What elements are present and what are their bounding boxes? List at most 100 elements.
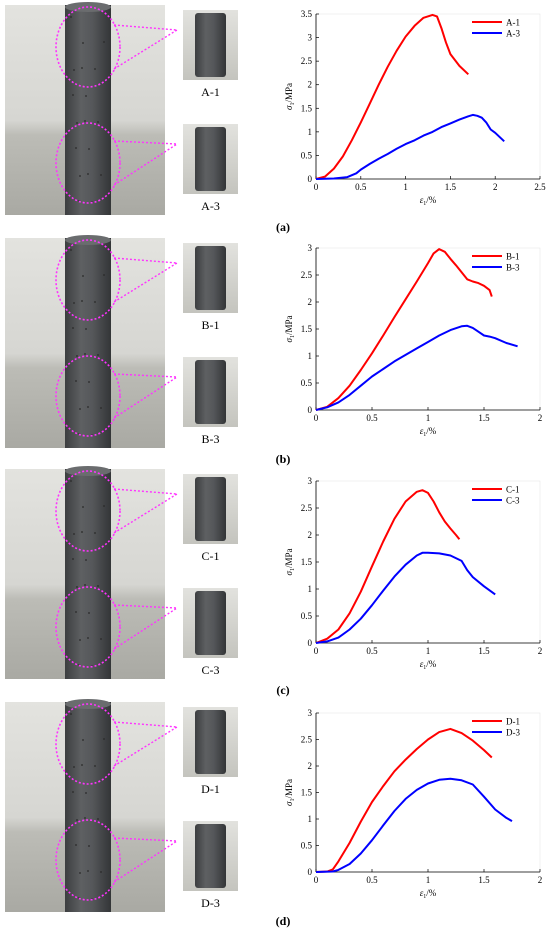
panel-label: (d) (276, 914, 291, 928)
connector-line (113, 29, 178, 70)
core-sample (195, 477, 226, 541)
y-tick-label: 0 (308, 174, 313, 184)
specimen-label: C-1 (202, 549, 220, 563)
pore-dot (76, 586, 78, 588)
panel-label: (b) (276, 452, 291, 466)
x-axis-label-subscript: 1 (423, 201, 426, 207)
panel-label: (a) (276, 220, 290, 234)
concrete-column (65, 469, 111, 679)
pore-dot (82, 275, 84, 277)
panel-label: (c) (276, 683, 289, 697)
pore-dot (73, 766, 75, 768)
pore-dot (88, 845, 90, 847)
connector-line (113, 840, 178, 883)
legend-label: B-3 (506, 263, 520, 273)
series-line-C-3 (315, 551, 496, 644)
x-tick-label: 0 (314, 646, 319, 656)
y-axis-label-symbol: σ (284, 105, 294, 110)
pore-dot (94, 301, 96, 303)
y-tick-label: 1 (308, 127, 313, 137)
series-line-A-3 (315, 113, 505, 180)
pore-dot (75, 380, 77, 382)
y-tick-label: 2.5 (301, 270, 313, 280)
legend: B-1B-3 (472, 252, 520, 273)
legend-label: D-3 (506, 728, 520, 738)
highlight-ellipse-bottom (55, 819, 121, 901)
pore-dot (72, 94, 74, 96)
x-tick-label: 0 (314, 413, 319, 423)
connector-line (113, 607, 178, 650)
x-axis-label: ε1/% (420, 426, 437, 438)
pore-dot (84, 120, 86, 122)
pore-dot (75, 611, 77, 613)
y-tick-label: 2 (308, 297, 313, 307)
y-axis-label-symbol: σ (284, 570, 294, 575)
y-tick-label: 2 (308, 761, 313, 771)
legend-label: A-3 (506, 29, 520, 39)
panel-c: C-1C-30 0.5 1 1.5 200.511.522.53ε1/%σ1/MPaC-… (5, 466, 542, 697)
pore-dot (85, 95, 87, 97)
x-tick-label: 2 (493, 182, 498, 192)
y-tick-label: 0 (308, 405, 313, 415)
pore-dot (100, 638, 102, 640)
highlight-ellipse-top (55, 703, 121, 785)
x-tick-label: 2 (538, 646, 543, 656)
series-line-B-1 (315, 248, 493, 411)
specimen-label: A-3 (201, 199, 220, 213)
y-axis-label-unit: /MPa (284, 83, 294, 103)
series-line-B-3 (315, 324, 518, 411)
pore-dot (103, 274, 105, 276)
connector-line (113, 262, 178, 303)
pore-dot (87, 406, 89, 408)
x-tick-label: 2.5 (534, 182, 546, 192)
x-tick-label: 1.5 (478, 646, 490, 656)
pore-dot (72, 558, 74, 560)
pore-dot (94, 765, 96, 767)
y-axis-label-unit: /MPa (284, 549, 294, 569)
pore-dot (70, 480, 72, 482)
pore-dot (72, 791, 74, 793)
y-tick-label: 1.5 (301, 788, 313, 798)
pore-dot (75, 844, 77, 846)
pore-dot (81, 531, 83, 533)
pore-dot (73, 69, 75, 71)
x-tick-label: 0 (314, 875, 319, 885)
concrete-column (65, 238, 111, 448)
connector-line (113, 493, 178, 534)
y-tick-label: 3 (308, 243, 313, 253)
connector-line (113, 257, 178, 264)
series-line-D-1 (315, 727, 493, 873)
specimen-thumbnail: D-1 (183, 707, 238, 796)
core-sample (195, 360, 226, 424)
x-axis-label: ε1/% (420, 659, 437, 671)
pore-dot (84, 817, 86, 819)
panel-b: B-1B-30 0.5 1 1.5 200.511.522.53ε1/%σ1/MPaB-… (5, 235, 542, 466)
pore-dot (79, 872, 81, 874)
pore-dot (70, 249, 72, 251)
y-tick-label: 0 (308, 867, 313, 877)
pore-dot (75, 147, 77, 149)
y-tick-label: 2.5 (301, 503, 313, 513)
x-tick-label: 0.5 (366, 413, 378, 423)
x-axis-label-subscript: 1 (423, 894, 426, 900)
specimen-column-photo (5, 466, 165, 679)
core-sample (195, 824, 226, 888)
x-axis-label-subscript: 1 (423, 665, 426, 671)
y-tick-label: 0 (308, 638, 313, 648)
pore-dot (79, 408, 81, 410)
x-tick-label: 0.5 (366, 875, 378, 885)
pore-dot (76, 819, 78, 821)
x-axis-label-symbol: ε (420, 195, 424, 205)
pore-dot (84, 584, 86, 586)
legend: A-1A-3 (472, 18, 520, 39)
y-axis-label-symbol: σ (284, 801, 294, 806)
y-tick-label: 3 (308, 476, 313, 486)
pore-dot (70, 713, 72, 715)
x-tick-label: 1.5 (445, 182, 457, 192)
series-line-C-1 (315, 489, 461, 644)
pore-dot (82, 506, 84, 508)
x-tick-label: 2 (538, 875, 543, 885)
y-tick-label: 3 (308, 708, 313, 718)
pore-dot (76, 355, 78, 357)
